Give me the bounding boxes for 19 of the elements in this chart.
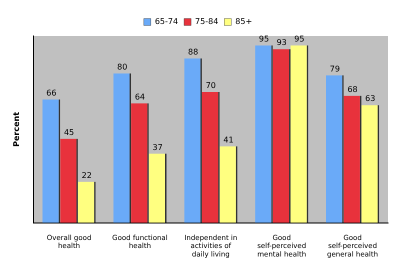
data-label: 79 (330, 64, 340, 74)
data-label: 66 (46, 88, 56, 98)
data-label: 70 (206, 81, 216, 90)
legend-label: 75-84 (195, 17, 218, 26)
data-label: 80 (117, 62, 128, 72)
y-axis-title: Percent (12, 112, 21, 147)
data-label: 95 (294, 34, 304, 44)
legend-label: 85+ (235, 17, 252, 26)
data-label: 63 (365, 94, 376, 104)
data-label: 95 (258, 34, 270, 44)
data-label: 37 (152, 142, 163, 152)
data-label: 64 (134, 92, 146, 102)
data-label: 88 (188, 47, 198, 56)
data-label: 93 (276, 38, 287, 48)
data-label: 22 (82, 170, 92, 180)
data-label: 45 (64, 128, 74, 137)
legend-label: 65-74 (154, 17, 178, 26)
data-label: 41 (223, 135, 234, 144)
data-label: 68 (347, 84, 358, 94)
